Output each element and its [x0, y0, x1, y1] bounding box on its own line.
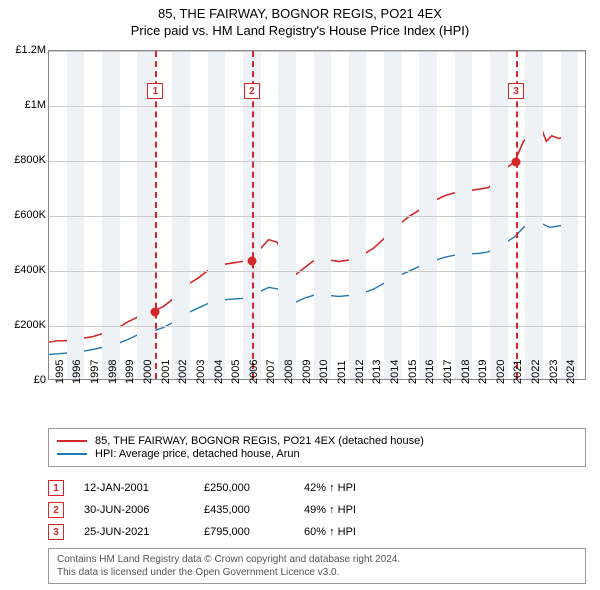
sale-marker-number: 1 [147, 83, 163, 99]
attribution-footer: Contains HM Land Registry data © Crown c… [48, 548, 586, 584]
year-band [314, 51, 332, 379]
event-date: 25-JUN-2021 [84, 526, 184, 538]
year-band [208, 51, 226, 379]
legend: 85, THE FAIRWAY, BOGNOR REGIS, PO21 4EX … [48, 428, 586, 467]
footer-line: This data is licensed under the Open Gov… [57, 566, 577, 579]
event-date: 12-JAN-2001 [84, 482, 184, 494]
year-band [490, 51, 508, 379]
legend-swatch [57, 453, 87, 455]
y-tick-label: £400K [0, 264, 46, 276]
year-band [102, 51, 120, 379]
event-row: 3 25-JUN-2021 £795,000 60% ↑ HPI [48, 524, 586, 540]
chart-subtitle: Price paid vs. HM Land Registry's House … [0, 23, 600, 38]
x-tick-label: 2024 [565, 360, 600, 384]
year-band [349, 51, 367, 379]
event-hpi: 42% ↑ HPI [304, 482, 404, 494]
year-band [455, 51, 473, 379]
event-hpi: 49% ↑ HPI [304, 504, 404, 516]
legend-item: HPI: Average price, detached house, Arun [57, 448, 577, 460]
year-band [525, 51, 543, 379]
event-marker-num: 3 [48, 524, 64, 540]
year-band [561, 51, 579, 379]
event-marker-num: 1 [48, 480, 64, 496]
year-band [384, 51, 402, 379]
sale-marker-dot [151, 308, 160, 317]
x-axis: 1995199619971998199920002001200220032004… [48, 382, 586, 426]
year-band [67, 51, 85, 379]
sale-marker-number: 2 [244, 83, 260, 99]
event-marker-num: 2 [48, 502, 64, 518]
year-band [278, 51, 296, 379]
legend-label: HPI: Average price, detached house, Arun [95, 448, 300, 460]
y-tick-label: £600K [0, 209, 46, 221]
events-table: 1 12-JAN-2001 £250,000 42% ↑ HPI 2 30-JU… [48, 474, 586, 546]
gridline [49, 271, 585, 272]
y-tick-label: £1.2M [0, 44, 46, 56]
event-hpi: 60% ↑ HPI [304, 526, 404, 538]
sale-marker-number: 3 [508, 83, 524, 99]
event-price: £250,000 [204, 482, 284, 494]
chart-title-address: 85, THE FAIRWAY, BOGNOR REGIS, PO21 4EX [0, 6, 600, 21]
plot-area: 1 2 3 [48, 50, 586, 380]
sale-marker-line [252, 51, 254, 379]
legend-item: 85, THE FAIRWAY, BOGNOR REGIS, PO21 4EX … [57, 435, 577, 447]
y-tick-label: £200K [0, 319, 46, 331]
legend-label: 85, THE FAIRWAY, BOGNOR REGIS, PO21 4EX … [95, 435, 424, 447]
event-date: 30-JUN-2006 [84, 504, 184, 516]
y-tick-label: £800K [0, 154, 46, 166]
y-tick-label: £0 [0, 374, 46, 386]
event-price: £435,000 [204, 504, 284, 516]
sale-marker-dot [247, 257, 256, 266]
event-row: 1 12-JAN-2001 £250,000 42% ↑ HPI [48, 480, 586, 496]
event-row: 2 30-JUN-2006 £435,000 49% ↑ HPI [48, 502, 586, 518]
year-band [172, 51, 190, 379]
gridline [49, 326, 585, 327]
legend-swatch [57, 440, 87, 442]
title-block: 85, THE FAIRWAY, BOGNOR REGIS, PO21 4EX … [0, 0, 600, 38]
y-tick-label: £1M [0, 99, 46, 111]
footer-line: Contains HM Land Registry data © Crown c… [57, 553, 577, 566]
event-price: £795,000 [204, 526, 284, 538]
gridline [49, 161, 585, 162]
gridline [49, 51, 585, 52]
sale-marker-dot [512, 158, 521, 167]
gridline [49, 106, 585, 107]
chart-container: 85, THE FAIRWAY, BOGNOR REGIS, PO21 4EX … [0, 0, 600, 590]
sale-marker-line [516, 51, 518, 379]
gridline [49, 216, 585, 217]
year-band [419, 51, 437, 379]
year-band [137, 51, 155, 379]
sale-marker-line [155, 51, 157, 379]
